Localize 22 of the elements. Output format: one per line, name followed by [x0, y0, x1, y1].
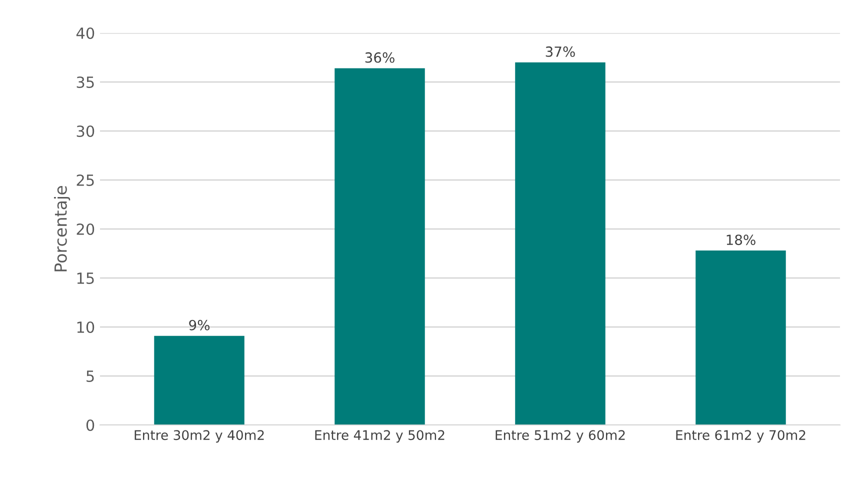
data-label: 37% — [546, 46, 575, 57]
y-tick-label: 30 — [76, 125, 94, 138]
y-tick-label: 35 — [76, 76, 94, 88]
y-axis-title: Porcentaje — [54, 186, 70, 272]
y-tick-label: 5 — [86, 370, 94, 382]
y-tick-label: 10 — [77, 321, 94, 334]
y-tick-label: 25 — [76, 174, 94, 186]
y-tick-label: 15 — [77, 272, 94, 284]
x-tick-label: Entre 30m2 y 40m2 — [134, 430, 264, 443]
bar — [696, 250, 786, 425]
data-label: 9% — [189, 320, 210, 330]
data-label: 18% — [726, 234, 756, 246]
y-tick-label: 0 — [86, 419, 94, 432]
data-label: 36% — [365, 52, 394, 63]
y-tick-label: 40 — [76, 27, 94, 40]
bar — [515, 62, 606, 425]
bar — [154, 336, 244, 425]
bar — [334, 68, 425, 425]
x-tick-label: Entre 61m2 y 70m2 — [676, 430, 806, 443]
y-tick-label: 20 — [76, 223, 94, 236]
x-tick-label: Entre 41m2 y 50m2 — [315, 430, 444, 443]
x-tick-label: Entre 51m2 y 60m2 — [496, 430, 625, 443]
